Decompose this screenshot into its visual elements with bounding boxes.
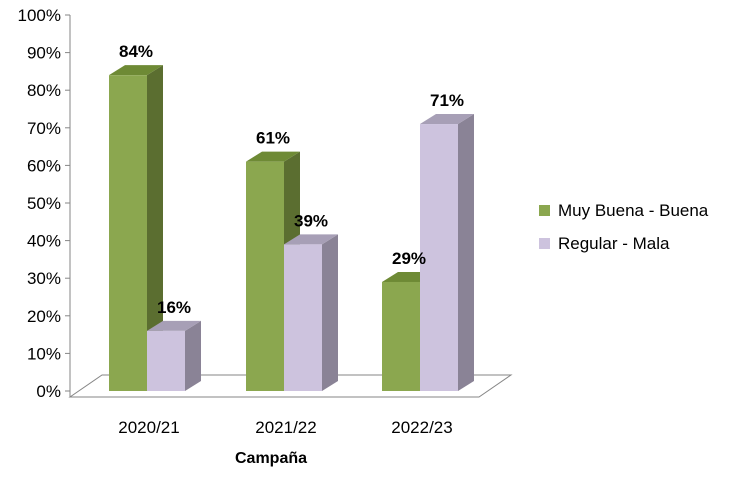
bar	[147, 320, 201, 391]
bar-front	[420, 124, 458, 391]
category-label: 2021/22	[255, 418, 316, 437]
legend-swatch	[539, 205, 550, 216]
data-label: 39%	[294, 211, 328, 230]
bar-front	[284, 244, 322, 391]
bars	[109, 65, 474, 391]
data-label: 29%	[392, 249, 426, 268]
data-labels: 84% 16% 61% 39% 29% 71%	[119, 42, 464, 317]
y-tick-label: 50%	[27, 194, 61, 213]
bar-top	[420, 114, 474, 125]
bar-top	[109, 65, 163, 76]
legend-swatch	[539, 238, 550, 249]
y-tick-label: 100%	[18, 6, 61, 25]
data-label: 84%	[119, 42, 153, 61]
y-tick-label: 90%	[27, 44, 61, 63]
bar-side	[458, 114, 474, 391]
y-tick-label: 70%	[27, 119, 61, 138]
legend: Muy Buena - Buena Regular - Mala	[539, 201, 709, 253]
data-label: 61%	[256, 129, 290, 148]
legend-item: Regular - Mala	[539, 234, 670, 253]
category-label: 2022/23	[391, 418, 452, 437]
y-tick-label: 80%	[27, 81, 61, 100]
y-tick-label: 40%	[27, 232, 61, 251]
bar-front	[246, 161, 284, 391]
y-tick-label: 10%	[27, 344, 61, 363]
bar-front	[382, 281, 420, 391]
data-label: 16%	[157, 298, 191, 317]
legend-label: Muy Buena - Buena	[558, 201, 709, 220]
bar-top	[284, 234, 338, 245]
x-axis-title: Campaña	[235, 450, 307, 467]
bar-top	[246, 151, 300, 162]
bar	[109, 65, 163, 391]
y-tick-label: 60%	[27, 156, 61, 175]
legend-item: Muy Buena - Buena	[539, 201, 709, 220]
bar-top	[147, 320, 201, 331]
data-label: 71%	[430, 91, 464, 110]
bar	[284, 234, 338, 391]
y-tick-label: 0%	[36, 382, 61, 401]
bar	[420, 114, 474, 391]
category-labels: 2020/21 2021/22 2022/23	[118, 418, 452, 437]
y-tick-label: 30%	[27, 269, 61, 288]
y-tick-label: 20%	[27, 307, 61, 326]
category-label: 2020/21	[118, 418, 179, 437]
legend-label: Regular - Mala	[558, 234, 670, 253]
bar-side	[147, 65, 163, 391]
bar-front	[109, 75, 147, 391]
y-axis-ticks: 0% 10% 20% 30% 40% 50% 60% 70% 80% 90% 100%	[18, 6, 70, 401]
bar-side	[322, 234, 338, 391]
bar-side	[185, 320, 201, 391]
bar-front	[147, 330, 185, 391]
